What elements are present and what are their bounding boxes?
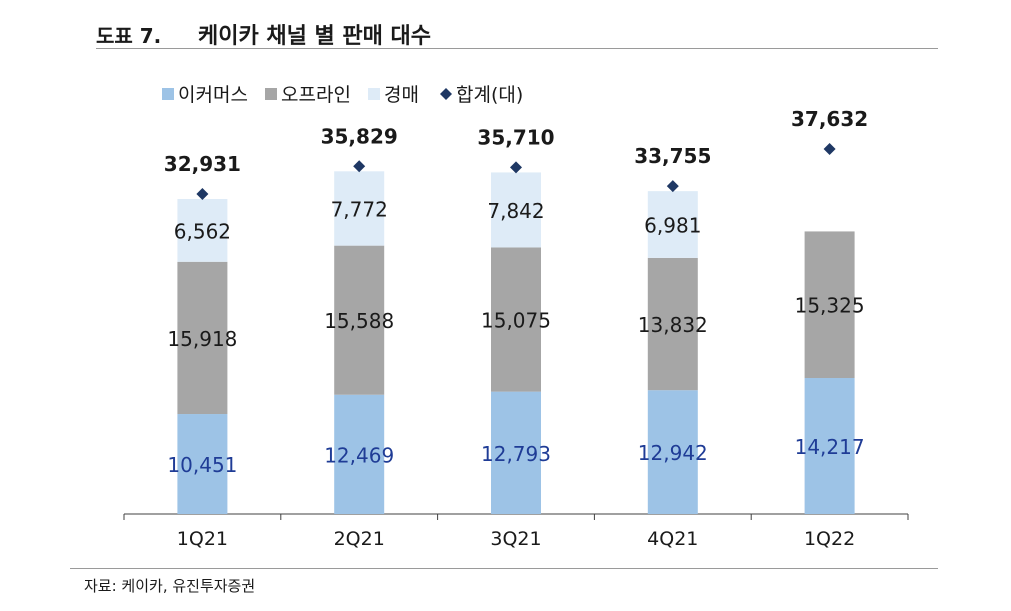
bar-segment-auction [647,191,698,258]
total-marker [666,180,679,193]
legend-label: 오프라인 [281,84,351,106]
data-label-total: 33,755 [634,144,711,168]
bar-segment-ecommerce [804,378,855,514]
x-tick-label: 4Q21 [647,528,698,550]
data-label-offline: 15,588 [324,309,394,333]
bar-segment-offline [491,247,541,392]
bar-segment-offline [804,231,855,379]
data-label-auction: 6,981 [644,214,701,238]
total-marker [510,161,522,174]
data-label-total: 37,632 [791,107,868,131]
data-label-ecommerce: 12,793 [481,442,551,466]
data-label-offline: 15,325 [795,294,865,318]
chart-title: 케이카 채널 별 판매 대수 [198,24,432,49]
bar-segment-ecommerce [334,394,385,514]
data-label-ecommerce: 12,469 [324,443,394,467]
bar-segment-offline [177,261,228,415]
legend-label: 이커머스 [178,84,248,106]
data-label-offline: 15,075 [481,309,551,333]
source-note: 자료: 케이카, 유진투자증권 [84,577,256,595]
data-label-total: 35,829 [321,124,398,148]
total-marker [823,143,836,156]
data-label-offline: 15,918 [167,327,237,351]
total-marker [353,160,366,173]
data-label-total: 35,710 [477,125,554,149]
bar-segment-offline [647,257,698,391]
x-tick-label: 2Q21 [334,528,385,550]
x-tick-label: 3Q21 [490,528,541,550]
bar-segment-auction [334,171,385,246]
data-label-ecommerce: 10,451 [167,453,237,477]
bar-segment-ecommerce [491,391,541,514]
bar-segment-auction [491,172,541,248]
x-tick-label: 1Q21 [177,528,228,550]
legend-swatch [265,88,277,100]
bar-segment-ecommerce [647,390,698,514]
legend-marker [440,88,452,100]
data-label-total: 32,931 [164,152,241,176]
data-label-auction: 7,842 [487,199,544,223]
legend-label: 합계(대) [456,84,523,106]
bar-segment-auction [177,199,228,262]
data-label-ecommerce: 14,217 [795,435,865,459]
data-label-ecommerce: 12,942 [638,441,708,465]
legend-swatch [162,88,174,100]
total-marker [196,188,209,201]
x-tick-label: 1Q22 [804,528,855,550]
legend-swatch [368,88,380,100]
data-label-offline: 13,832 [638,313,708,337]
legend-label: 경매 [384,84,419,106]
data-label-auction: 7,772 [331,197,388,221]
bar-segment-ecommerce [177,414,228,514]
chart-header: 도표 7. 케이카 채널 별 판매 대수 [96,16,938,49]
chart-footer: 자료: 케이카, 유진투자증권 [70,568,938,605]
bar-segment-offline [334,245,385,395]
figure-label: 도표 7. [96,24,162,48]
data-label-auction: 6,562 [174,219,231,243]
